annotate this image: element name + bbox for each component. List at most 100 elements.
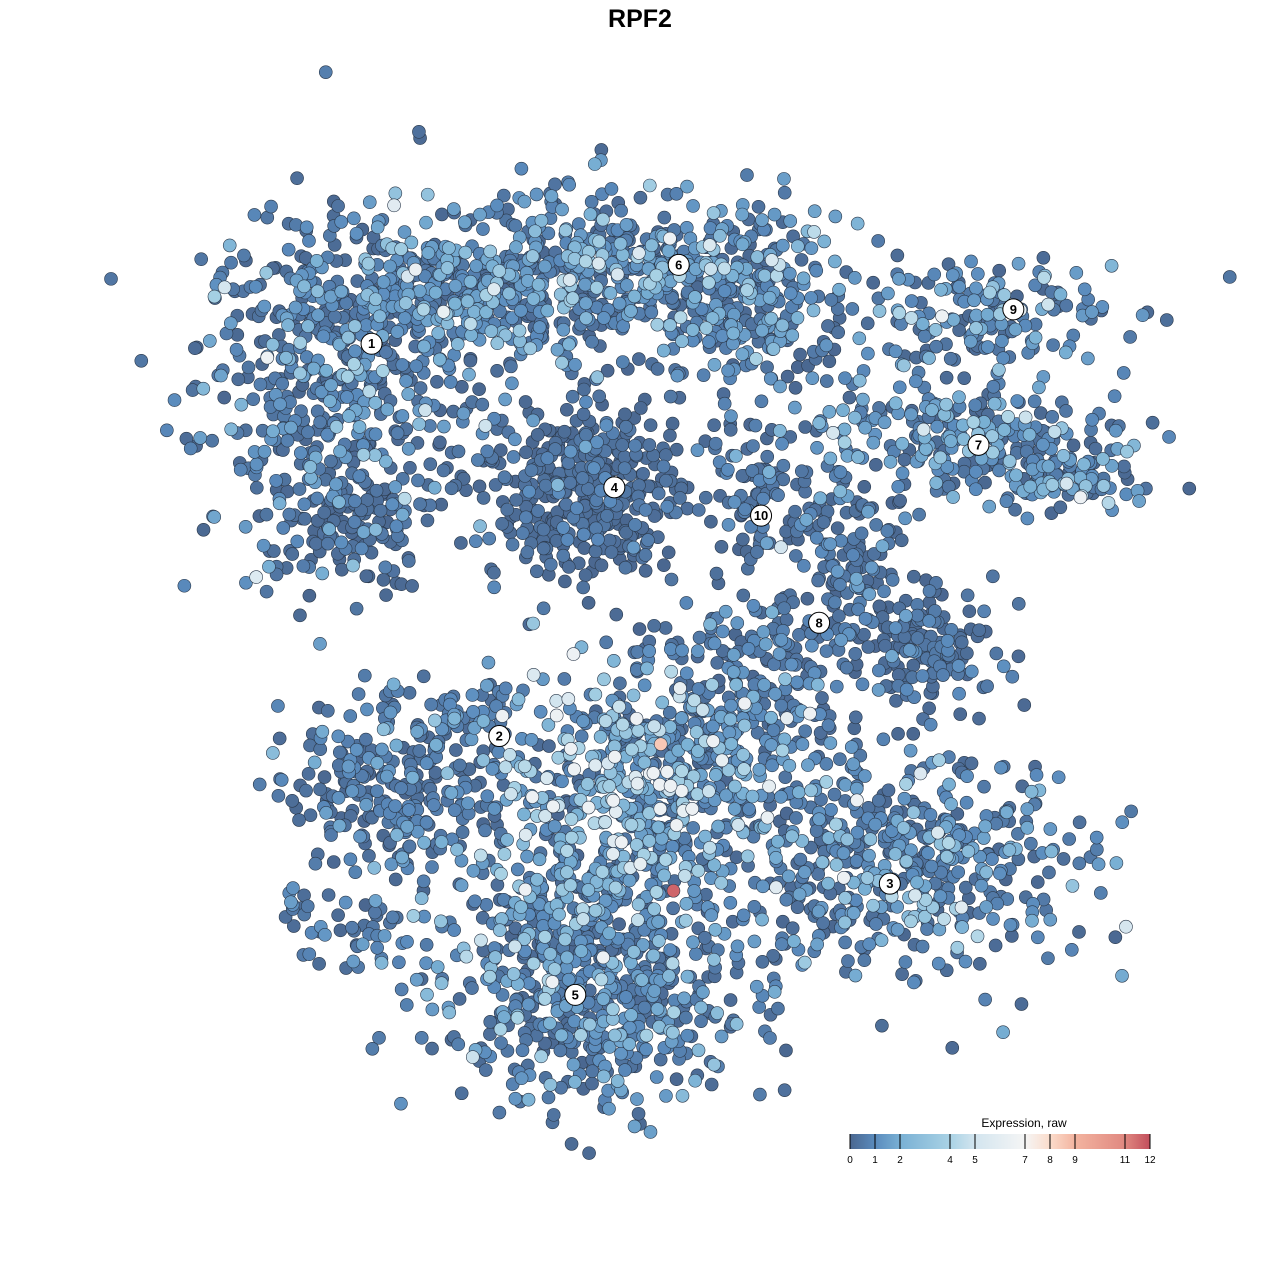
cell-point [665, 956, 680, 971]
cell-point [347, 515, 362, 529]
cell-point [376, 722, 391, 737]
cell-point [329, 420, 344, 434]
cell-point [334, 535, 349, 550]
cell-point [1119, 487, 1134, 502]
cell-point [550, 478, 565, 492]
cell-point [707, 1057, 721, 1072]
cell-point [871, 793, 886, 808]
cell-point [777, 185, 792, 200]
cell-point [881, 783, 896, 798]
cell-point [862, 848, 876, 863]
cell-point [409, 972, 424, 987]
cell-point [293, 608, 307, 623]
cell-point [436, 463, 451, 478]
cell-point [679, 666, 694, 681]
cell-point [942, 777, 956, 792]
cell-point [902, 643, 917, 657]
cell-point [1089, 830, 1104, 845]
cell-point [909, 374, 923, 389]
cell-point [446, 202, 461, 216]
cell-point [643, 1125, 658, 1139]
cell-point [979, 900, 994, 914]
cell-point [721, 517, 736, 532]
cell-point [599, 635, 613, 650]
cell-point [217, 390, 232, 405]
cell-point [1094, 886, 1108, 900]
cell-point [950, 940, 965, 955]
cell-point [798, 955, 812, 970]
cell-point [543, 1016, 557, 1031]
cell-point [775, 743, 790, 758]
cell-point [735, 207, 749, 222]
cell-point [498, 760, 513, 774]
cell-point [771, 488, 785, 502]
cell-point [857, 953, 872, 968]
cell-point [299, 220, 314, 235]
cell-point [492, 1105, 507, 1120]
cell-point [944, 434, 958, 448]
cell-point [783, 214, 798, 228]
cell-point [444, 786, 459, 800]
cell-point [710, 1006, 724, 1020]
cell-point [920, 922, 934, 936]
cell-point [869, 458, 883, 472]
cell-point [779, 1043, 793, 1058]
cell-point [386, 677, 401, 692]
cell-point [401, 441, 416, 456]
cell-point [691, 503, 706, 517]
cell-point [888, 396, 903, 411]
cell-point [628, 438, 642, 453]
cell-point [855, 677, 870, 692]
cell-point [812, 812, 826, 826]
cell-point [717, 396, 732, 411]
cell-point [778, 770, 793, 785]
cell-point [1135, 308, 1150, 322]
cell-point [376, 275, 391, 289]
cell-point [574, 1028, 588, 1042]
cell-point [494, 1036, 508, 1050]
cell-point [1096, 479, 1111, 493]
cell-point [804, 291, 818, 305]
cell-point [494, 912, 509, 926]
cell-point [301, 319, 315, 334]
cell-point [838, 935, 852, 950]
cell-point [632, 622, 647, 636]
cell-point [576, 714, 590, 728]
cell-point [862, 587, 877, 601]
cell-point [804, 241, 819, 255]
cell-point [589, 521, 603, 536]
cell-point [801, 758, 815, 772]
cell-point [377, 929, 392, 943]
cell-point [630, 645, 645, 659]
cell-point [940, 634, 955, 648]
cell-point [996, 1025, 1010, 1040]
cell-point [833, 484, 848, 499]
cell-point [895, 466, 910, 480]
cell-point [889, 694, 903, 708]
cell-point [412, 284, 427, 298]
cell-point [650, 362, 665, 376]
cell-point [930, 419, 945, 434]
cell-point [284, 420, 298, 435]
cell-point [300, 899, 315, 914]
cell-point [448, 296, 462, 311]
cell-point [717, 284, 732, 298]
cell-point [259, 584, 274, 599]
cell-point [904, 407, 918, 422]
cell-point [813, 491, 828, 506]
cell-point [508, 432, 522, 447]
cell-point [604, 182, 619, 196]
cell-point [974, 878, 989, 893]
cell-point [560, 844, 574, 858]
cell-point [223, 316, 238, 330]
cell-point [495, 517, 509, 531]
cell-point [556, 521, 571, 535]
cell-point [615, 717, 630, 732]
cell-point [858, 611, 873, 626]
cell-point [410, 724, 425, 739]
cell-point [969, 464, 983, 479]
cell-point [664, 572, 679, 587]
cell-point [1001, 410, 1015, 424]
cell-point [286, 919, 301, 933]
cell-point [413, 381, 428, 395]
